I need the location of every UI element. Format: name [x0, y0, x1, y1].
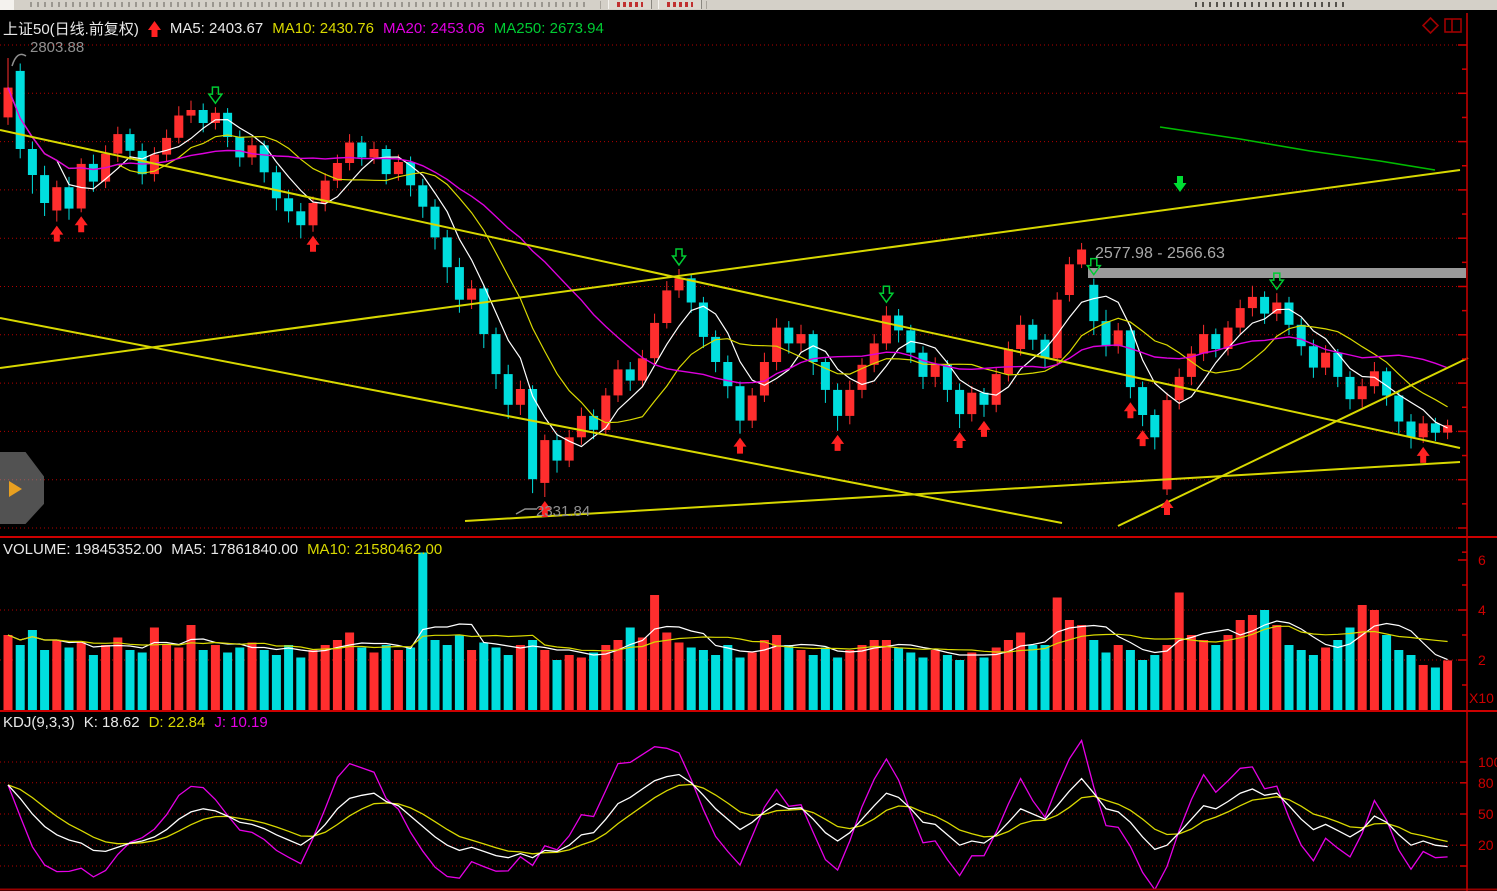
- top-toolbar[interactable]: [0, 0, 1497, 10]
- svg-text:X10: X10: [1469, 690, 1494, 706]
- volume-value: VOLUME: 19845352.00: [3, 541, 163, 558]
- svg-text:100: 100: [1478, 754, 1497, 770]
- ma20-value: MA20: 2453.06: [383, 20, 485, 37]
- kdj-panel-header: KDJ(9,3,3) K: 18.62 D: 22.84 J: 10.19: [3, 714, 268, 731]
- low-price-label: 2331.84: [536, 503, 591, 520]
- svg-text:20: 20: [1478, 837, 1494, 853]
- toolbar-button-2[interactable]: [658, 0, 702, 9]
- volume-ma10-value: MA10: 21580462.00: [307, 541, 443, 558]
- kdj-k-value: K: 18.62: [83, 714, 140, 731]
- toolbar-text-fragment: [1195, 2, 1345, 7]
- expand-arrow-icon: [9, 481, 22, 497]
- kdj-title: KDJ(9,3,3): [3, 714, 75, 731]
- split-window-icon[interactable]: [1444, 17, 1463, 34]
- gap-range-label: 2577.98 - 2566.63: [1095, 245, 1225, 262]
- symbol-title: 上证50(日线.前复权): [3, 21, 139, 38]
- toolbar-button-1[interactable]: [608, 0, 652, 9]
- ma10-value: MA10: 2430.76: [272, 20, 374, 37]
- svg-text:80: 80: [1478, 775, 1494, 791]
- ma250-value: MA250: 2673.94: [493, 20, 604, 37]
- toolbar-menu-stub[interactable]: [0, 0, 14, 10]
- svg-text:50: 50: [1478, 806, 1494, 822]
- svg-text:4: 4: [1478, 602, 1486, 618]
- price-panel-header: 上证50(日线.前复权) MA5: 2403.67 MA10: 2430.76 …: [3, 18, 604, 39]
- svg-text:6: 6: [1478, 552, 1486, 568]
- diamond-icon[interactable]: [1421, 16, 1440, 35]
- svg-text:2: 2: [1478, 652, 1486, 668]
- volume-ma5-value: MA5: 17861840.00: [171, 541, 299, 558]
- kdj-j-value: J: 10.19: [214, 714, 268, 731]
- volume-panel-header: VOLUME: 19845352.00 MA5: 17861840.00 MA1…: [3, 541, 442, 558]
- toolbar-tabs-fragment: [30, 2, 590, 7]
- up-arrow-icon: [147, 20, 161, 37]
- high-price-label: 2803.88: [30, 39, 85, 56]
- kdj-d-value: D: 22.84: [148, 714, 206, 731]
- ma5-value: MA5: 2403.67: [169, 20, 264, 37]
